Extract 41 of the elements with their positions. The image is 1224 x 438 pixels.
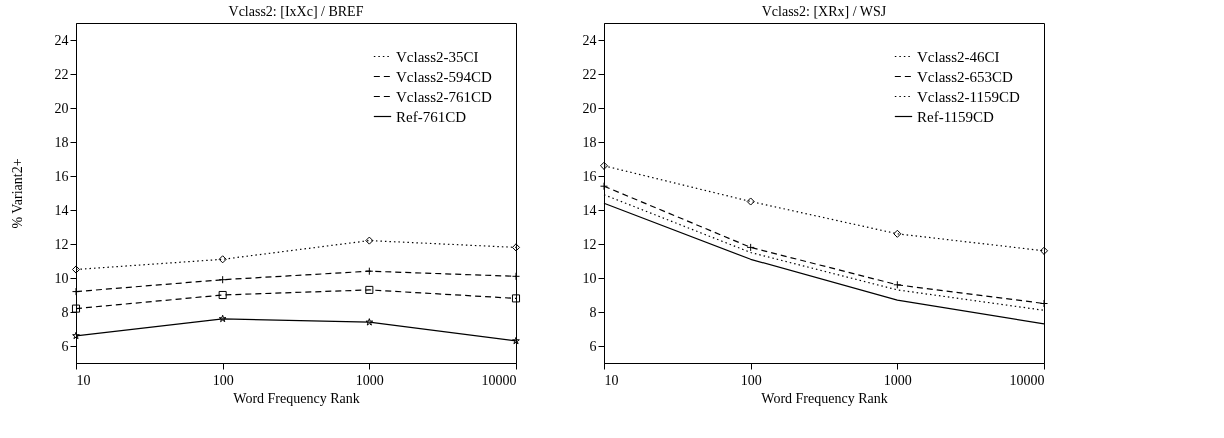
x-tick-label: 10000: [1009, 372, 1045, 388]
legend-label: Vclass2-653CD: [917, 68, 1013, 85]
y-tick-label: 6: [61, 338, 69, 354]
y-tick-label: 10: [582, 270, 597, 286]
x-tick-label: 100: [740, 372, 762, 388]
y-tick-label: 16: [582, 168, 597, 184]
y-tick-label: 10: [54, 270, 69, 286]
y-tick-label: 14: [582, 202, 597, 218]
legend-label: Vclass2-761CD: [396, 88, 492, 105]
y-axis-title: % Variant2+: [9, 158, 25, 229]
x-tick-label: 1000: [883, 372, 912, 388]
legend-label: Ref-761CD: [396, 108, 467, 125]
y-tick-label: 22: [582, 66, 597, 82]
y-tick-label: 12: [54, 236, 69, 252]
legend-label: Vclass2-1159CD: [917, 88, 1020, 105]
x-axis-title: Word Frequency Rank: [233, 390, 360, 406]
legend-label: Vclass2-35CI: [396, 48, 479, 65]
x-tick-label: 10: [76, 372, 91, 388]
x-axis-title: Word Frequency Rank: [761, 390, 888, 406]
y-tick-label: 20: [54, 100, 69, 116]
y-tick-label: 24: [54, 32, 69, 48]
y-tick-label: 18: [54, 134, 69, 150]
legend-label: Vclass2-594CD: [396, 68, 492, 85]
y-tick-label: 22: [54, 66, 69, 82]
y-tick-label: 8: [589, 304, 597, 320]
chart-title: Vclass2: [XRx] / WSJ: [761, 4, 887, 19]
x-tick-label: 10000: [481, 372, 517, 388]
y-tick-label: 20: [582, 100, 597, 116]
x-tick-label: 100: [212, 372, 234, 388]
y-tick-label: 8: [61, 304, 69, 320]
y-tick-label: 16: [54, 168, 69, 184]
y-tick-label: 6: [589, 338, 597, 354]
chart-title: Vclass2: [IxXc] / BREF: [228, 4, 364, 19]
y-tick-label: 18: [582, 134, 597, 150]
x-tick-label: 10: [604, 372, 619, 388]
y-tick-label: 14: [54, 202, 69, 218]
legend-label: Vclass2-46CI: [917, 48, 1000, 65]
legend-label: Ref-1159CD: [917, 108, 995, 125]
y-tick-label: 12: [582, 236, 597, 252]
y-tick-label: 24: [582, 32, 597, 48]
x-tick-label: 1000: [355, 372, 384, 388]
